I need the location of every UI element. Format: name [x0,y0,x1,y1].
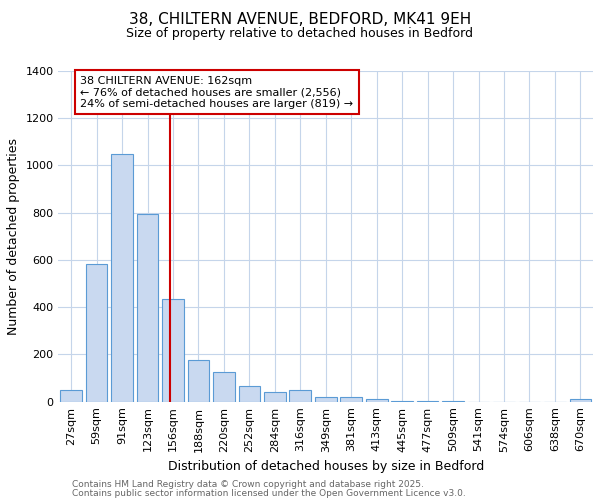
Bar [569,399,591,402]
Bar [239,386,260,402]
Bar [289,390,311,402]
Text: Contains public sector information licensed under the Open Government Licence v3: Contains public sector information licen… [72,488,466,498]
Bar [264,392,286,402]
Bar [340,397,362,402]
Bar [213,372,235,402]
Text: 38 CHILTERN AVENUE: 162sqm
← 76% of detached houses are smaller (2,556)
24% of s: 38 CHILTERN AVENUE: 162sqm ← 76% of deta… [80,76,353,109]
Bar [61,390,82,402]
Bar [417,401,439,402]
X-axis label: Distribution of detached houses by size in Bedford: Distribution of detached houses by size … [167,460,484,473]
Bar [112,154,133,402]
Y-axis label: Number of detached properties: Number of detached properties [7,138,20,335]
Bar [366,399,388,402]
Bar [162,299,184,402]
Text: Contains HM Land Registry data © Crown copyright and database right 2025.: Contains HM Land Registry data © Crown c… [72,480,424,489]
Text: Size of property relative to detached houses in Bedford: Size of property relative to detached ho… [127,28,473,40]
Bar [391,401,413,402]
Bar [137,214,158,402]
Bar [86,264,107,402]
Bar [315,396,337,402]
Bar [188,360,209,402]
Text: 38, CHILTERN AVENUE, BEDFORD, MK41 9EH: 38, CHILTERN AVENUE, BEDFORD, MK41 9EH [129,12,471,28]
